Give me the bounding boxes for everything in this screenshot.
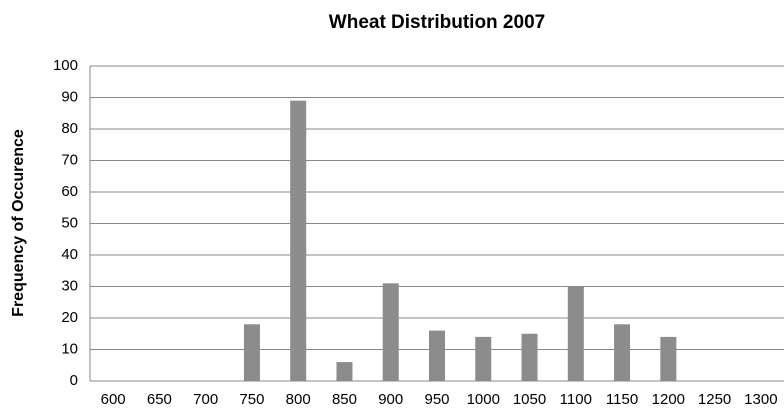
y-tick-label: 50: [61, 214, 78, 231]
y-tick-label: 70: [61, 151, 78, 168]
bar: [290, 100, 307, 382]
bar: [243, 324, 260, 381]
x-tick-label: 1100: [560, 391, 592, 408]
bar: [567, 286, 584, 381]
y-tick-label: 0: [70, 372, 78, 389]
bar: [429, 330, 445, 381]
y-tick-label: 10: [61, 340, 78, 357]
y-tick-label: 90: [61, 88, 78, 105]
x-tick-label: 1150: [606, 391, 638, 408]
x-tick-label: 600: [101, 391, 126, 408]
bar: [521, 333, 538, 381]
y-tick-label: 20: [61, 309, 78, 326]
x-tick-label: 750: [239, 391, 264, 408]
x-tick-label: 950: [424, 391, 449, 408]
bar: [660, 336, 677, 381]
y-tick-label: 60: [61, 183, 78, 200]
x-tick-label: 900: [378, 391, 403, 408]
x-tick-label: 1050: [513, 391, 546, 408]
bar: [336, 362, 353, 381]
x-tick-label: 1250: [698, 391, 731, 408]
y-tick-label: 30: [61, 277, 78, 294]
y-tick-label: 80: [61, 120, 78, 137]
bar: [614, 324, 631, 381]
x-tick-label: 800: [286, 391, 311, 408]
bar: [475, 336, 492, 381]
y-axis-label: Frequency of Occurence: [10, 129, 27, 317]
x-tick-label: 1200: [652, 391, 685, 408]
bar: [382, 283, 399, 381]
y-tick-label: 100: [53, 57, 78, 74]
x-tick-label: 700: [193, 391, 218, 408]
chart-title: Wheat Distribution 2007: [329, 12, 545, 33]
x-tick-label: 1000: [467, 391, 500, 408]
x-tick-label: 1300: [744, 391, 777, 408]
x-tick-label: 650: [147, 391, 172, 408]
y-tick-label: 40: [61, 246, 78, 263]
x-tick-label: 850: [332, 391, 357, 408]
